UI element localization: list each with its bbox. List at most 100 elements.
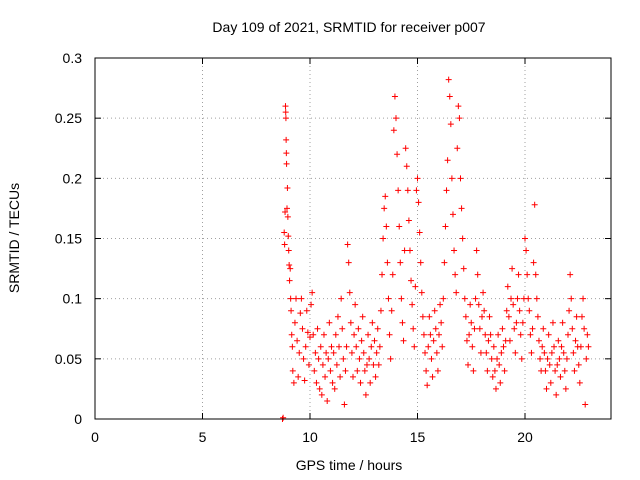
grid (95, 58, 611, 419)
data-point (522, 235, 528, 242)
data-point (426, 313, 433, 320)
data-point (501, 367, 508, 374)
data-point (576, 379, 583, 386)
data-points (279, 76, 592, 422)
data-point (355, 325, 362, 332)
data-point (445, 76, 452, 83)
data-point (291, 319, 298, 326)
data-point (314, 325, 321, 332)
data-point (530, 259, 537, 266)
data-point (336, 343, 343, 350)
data-point (347, 319, 354, 326)
data-point (330, 349, 337, 356)
data-point (575, 361, 582, 368)
data-point (498, 349, 505, 356)
data-point (304, 329, 311, 336)
data-point (309, 289, 316, 296)
data-point (354, 367, 361, 374)
data-point (415, 199, 422, 206)
data-point (532, 271, 539, 278)
data-point (433, 349, 440, 356)
data-point (363, 361, 370, 368)
data-point (331, 385, 338, 392)
data-point (297, 310, 304, 317)
data-point (470, 367, 477, 374)
data-point (458, 205, 465, 212)
y-tick-label: 0 (74, 411, 82, 427)
data-point (511, 325, 518, 332)
data-point (555, 337, 562, 344)
data-point (296, 349, 303, 356)
data-point (396, 223, 403, 230)
data-point (401, 247, 408, 254)
data-point (481, 307, 488, 314)
data-point (545, 331, 552, 338)
data-point (323, 349, 330, 356)
data-point (524, 271, 531, 278)
data-point (569, 325, 576, 332)
data-point (467, 301, 474, 308)
data-point (282, 115, 289, 122)
data-point (554, 361, 561, 368)
data-point (307, 334, 313, 341)
data-point (583, 355, 590, 362)
data-point (381, 205, 388, 212)
data-point (375, 361, 382, 368)
data-point (543, 385, 550, 392)
data-point (584, 331, 591, 338)
data-point (540, 325, 547, 332)
data-point (562, 385, 569, 392)
data-point (578, 313, 585, 320)
data-point (300, 355, 307, 362)
data-point (281, 229, 288, 236)
data-point (474, 271, 481, 278)
x-tick-label: 10 (302, 429, 318, 445)
data-point (456, 115, 463, 122)
data-point (287, 265, 294, 272)
data-point (546, 361, 553, 368)
data-point (416, 229, 423, 236)
data-point (320, 331, 327, 338)
data-point (299, 325, 306, 332)
data-point (462, 313, 469, 320)
data-point (325, 355, 332, 362)
data-point (403, 163, 410, 170)
data-point (577, 343, 584, 350)
data-point (558, 343, 565, 350)
data-point (284, 184, 291, 191)
data-point (394, 151, 401, 158)
y-tick-label: 0.1 (63, 291, 83, 307)
data-point (334, 313, 341, 320)
data-point (374, 325, 381, 332)
data-point (341, 401, 348, 408)
data-point (472, 295, 479, 302)
data-point (499, 325, 506, 332)
data-point (512, 349, 519, 356)
data-point (466, 331, 473, 338)
data-point (317, 343, 324, 350)
chart-title: Day 109 of 2021, SRMTID for receiver p00… (212, 19, 485, 35)
data-point (444, 157, 451, 164)
data-point (413, 187, 420, 194)
data-point (327, 367, 334, 374)
data-point (353, 343, 360, 350)
data-point (516, 307, 523, 314)
data-point (393, 115, 399, 122)
data-point (282, 209, 289, 216)
data-point (552, 367, 559, 374)
data-point (560, 349, 567, 356)
data-point (424, 382, 431, 389)
data-point (310, 331, 317, 338)
data-point (391, 93, 398, 100)
data-point (385, 295, 392, 302)
data-point (492, 385, 499, 392)
data-point (371, 337, 378, 344)
data-point (342, 367, 349, 374)
data-point (359, 313, 366, 320)
data-point (451, 247, 458, 254)
data-point (457, 175, 464, 182)
data-point (480, 289, 487, 296)
data-point (339, 325, 346, 332)
data-point (377, 307, 384, 314)
data-point (447, 121, 454, 128)
